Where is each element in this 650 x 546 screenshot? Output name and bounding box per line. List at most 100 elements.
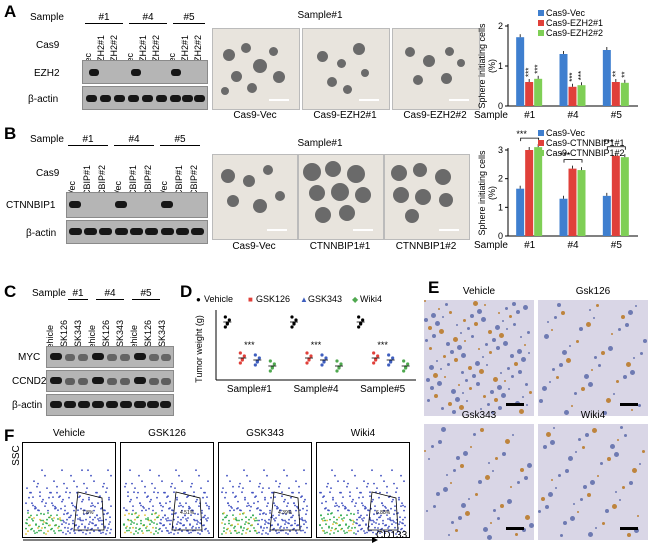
event-dot: [269, 512, 271, 514]
event-dot: [395, 522, 397, 524]
event-dot: [364, 505, 366, 508]
event-dot: [26, 487, 28, 489]
event-dot: [88, 498, 90, 501]
event-dot: [107, 512, 109, 514]
event-dot: [348, 529, 350, 532]
event-dot: [74, 532, 76, 534]
event-dot: [175, 527, 177, 529]
event-dot: [358, 496, 360, 499]
event-dot: [130, 498, 132, 501]
event-dot: [379, 532, 381, 534]
event-dot: [149, 469, 151, 472]
blot-row-label: MYC: [18, 352, 41, 363]
event-dot: [240, 509, 242, 512]
event-dot: [132, 505, 134, 507]
event-dot: [208, 507, 210, 510]
event-dot: [81, 469, 83, 472]
event-dot: [391, 469, 393, 472]
event-dot: [202, 496, 204, 499]
event-dot: [355, 502, 357, 505]
western-blot-actin: [46, 394, 174, 416]
event-dot: [352, 519, 354, 522]
event-dot: [292, 514, 294, 517]
sample-header: #1: [85, 12, 123, 24]
event-dot: [223, 527, 225, 529]
event-dot: [245, 521, 247, 523]
event-dot: [196, 498, 198, 501]
event-dot: [222, 518, 224, 521]
event-dot: [30, 491, 32, 494]
event-dot: [42, 519, 44, 522]
event-dot: [168, 507, 170, 510]
event-dot: [134, 518, 136, 521]
event-dot: [331, 527, 333, 529]
blot-row-label: β-actin: [28, 94, 59, 105]
event-dot: [373, 513, 375, 516]
bar: [525, 150, 534, 236]
event-dot: [140, 504, 142, 507]
event-dot: [109, 521, 111, 523]
event-dot: [165, 518, 167, 520]
micrograph-label: Cas9-EZH2#1: [313, 110, 377, 121]
event-dot: [306, 505, 308, 507]
legend-label: GSK126: [256, 294, 290, 304]
event-dot: [127, 491, 129, 494]
event-dot: [391, 523, 393, 526]
event-dot: [363, 517, 365, 519]
event-dot: [33, 480, 35, 483]
event-dot: [161, 530, 163, 533]
event-dot: [369, 518, 371, 521]
event-dot: [387, 518, 389, 520]
event-dot: [353, 521, 355, 523]
event-dot: [31, 527, 33, 530]
event-dot: [63, 513, 65, 516]
event-dot: [294, 504, 296, 507]
event-dot: [110, 474, 112, 477]
event-dot: [338, 516, 340, 519]
event-dot: [185, 518, 187, 520]
y-tick-label: 2: [498, 21, 503, 31]
event-dot: [278, 531, 280, 534]
event-dot: [244, 496, 246, 499]
event-dot: [377, 527, 379, 529]
event-dot: [105, 533, 107, 535]
event-dot: [333, 532, 335, 534]
event-dot: [349, 491, 351, 494]
event-dot: [136, 523, 138, 525]
event-dot: [108, 496, 110, 499]
event-dot: [51, 502, 53, 505]
event-dot: [158, 514, 160, 517]
event-dot: [362, 519, 364, 522]
panel-d-letter: D: [180, 282, 193, 301]
flow-cytometry-panels: Vehicle 7.8% GSK126 4.51% GSK343 4.39% Wiki4 6.…: [22, 428, 422, 544]
event-dot: [71, 502, 73, 505]
event-dot: [41, 527, 43, 529]
event-dot: [383, 530, 385, 532]
bar: [611, 82, 620, 106]
event-dot: [273, 502, 275, 505]
event-dot: [193, 518, 195, 521]
event-dot: [261, 533, 263, 535]
event-dot: [167, 517, 169, 519]
event-dot: [71, 527, 73, 530]
flow-plot: 6.88%: [316, 442, 410, 538]
data-point: [272, 362, 276, 366]
panel-e-letter: E: [428, 278, 440, 297]
event-dot: [385, 507, 387, 509]
event-dot: [53, 480, 55, 483]
event-dot: [347, 482, 349, 485]
event-dot: [177, 521, 179, 523]
event-dot: [383, 509, 385, 512]
event-dot: [284, 498, 286, 501]
event-dot: [135, 512, 137, 514]
event-dot: [229, 480, 231, 483]
y-tick-label: 1: [498, 202, 503, 212]
event-dot: [54, 507, 56, 510]
event-dot: [143, 507, 145, 509]
event-dot: [341, 502, 343, 505]
sphere-micrograph: [384, 154, 470, 240]
event-dot: [380, 514, 382, 517]
event-dot: [267, 533, 269, 535]
gate-percent: 4.39%: [278, 510, 293, 516]
y-tick-label: 0: [498, 101, 503, 111]
